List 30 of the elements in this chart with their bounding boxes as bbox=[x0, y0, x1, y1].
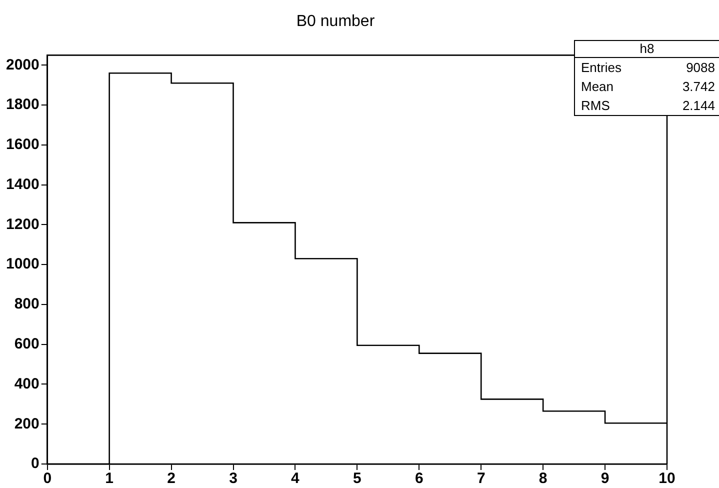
text: 9088 bbox=[686, 59, 715, 77]
x-tick-label: 7 bbox=[476, 470, 486, 488]
x-tick-label: 10 bbox=[658, 470, 676, 488]
text: 3.742 bbox=[682, 78, 715, 96]
y-tick-label: 1400 bbox=[6, 176, 40, 193]
annotation: RMS bbox=[581, 97, 610, 115]
y-tick-label: 2000 bbox=[6, 56, 40, 74]
y-tick-label: 400 bbox=[14, 375, 40, 392]
y-tick-label: 800 bbox=[14, 296, 40, 313]
y-tick-label: 200 bbox=[14, 415, 40, 432]
x-tick-label: 4 bbox=[291, 470, 300, 488]
y-tick-label: 600 bbox=[14, 335, 40, 352]
x-tick-label: 6 bbox=[414, 470, 424, 488]
y-tick-label: 1800 bbox=[6, 96, 40, 114]
y-tick-label: 0 bbox=[31, 455, 40, 472]
y-tick-label: 1600 bbox=[6, 136, 40, 154]
x-tick-label: 2 bbox=[167, 470, 176, 488]
annotation: h8 bbox=[575, 41, 719, 58]
chart-title: B0 number bbox=[296, 13, 376, 30]
x-tick-label: 5 bbox=[353, 470, 362, 488]
y-tick-label: 1000 bbox=[6, 256, 40, 273]
annotation: Mean bbox=[581, 78, 614, 96]
text: 2.144 bbox=[682, 97, 715, 115]
x-tick-label: 1 bbox=[105, 470, 114, 488]
x-tick-label: 9 bbox=[600, 470, 610, 488]
x-tick-label: 0 bbox=[43, 470, 52, 488]
x-tick-label: 3 bbox=[229, 470, 238, 488]
y-tick-label: 1200 bbox=[6, 216, 40, 233]
x-tick-label: 8 bbox=[538, 470, 548, 488]
annotation: Entries bbox=[581, 59, 622, 77]
